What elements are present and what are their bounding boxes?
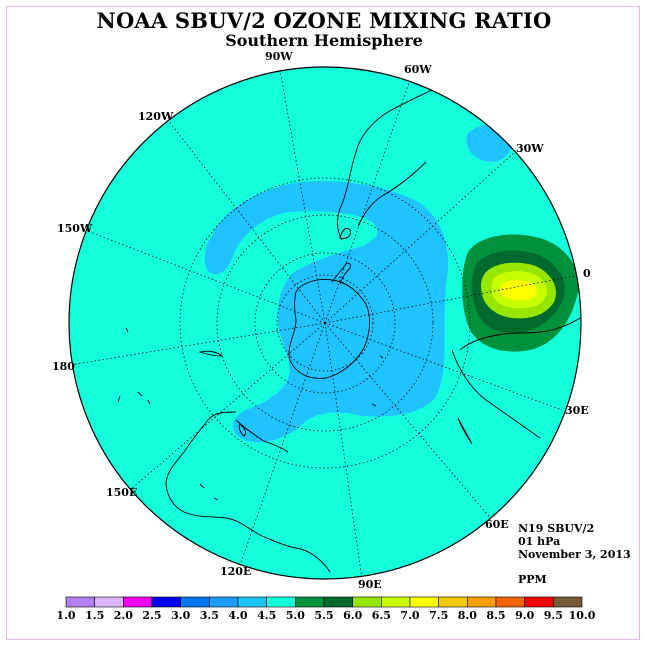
meridian-60w (324, 79, 411, 324)
lon-label-60e: 60E (485, 518, 509, 531)
coast-australia (165, 411, 331, 573)
lon-label-180: 180 (52, 360, 75, 373)
meridian-30w (324, 151, 516, 324)
meridian-lines (69, 69, 581, 579)
colorbar-tick-label: 7.5 (429, 609, 448, 622)
colorbar-tick-label: 3.0 (171, 609, 190, 622)
ozone-contour-4-4.5 (204, 180, 449, 443)
coast-antarctica (288, 279, 371, 379)
info-instrument: N19 SBUV/2 (518, 522, 595, 535)
longitude-labels: 90W 60W 30W 0 30E 60E 90E 120E 150E 180 … (52, 50, 591, 591)
colorbar-swatch (266, 596, 296, 608)
colorbar-swatch (209, 596, 239, 608)
colorbar-swatch (180, 596, 210, 608)
coast-africa (459, 317, 581, 351)
info-level: 01 hPa (518, 535, 561, 548)
lon-label-120e: 120E (220, 565, 251, 578)
ozone-contour-7-7.5 (500, 279, 537, 301)
lon-label-150e: 150E (106, 486, 137, 499)
meridian-90w (279, 69, 326, 324)
coast-southeast-africa (451, 349, 541, 439)
colorbar-tick-label: 4.0 (228, 609, 247, 622)
meridian-120e (239, 322, 326, 566)
latitude-60s (216, 214, 434, 432)
colorbar-tick-label: 5.0 (286, 609, 305, 622)
latitude-80s (276, 274, 374, 372)
colorbar-tick-label: 4.5 (257, 609, 276, 622)
colorbar-swatch (553, 596, 583, 608)
coast-madagascar (457, 417, 473, 445)
meridian-150w (84, 229, 326, 324)
colorbar-tick-label: 9.0 (515, 609, 534, 622)
colorbar-swatch (409, 596, 439, 608)
colorbar-tick-label: 2.0 (114, 609, 133, 622)
lon-label-120w: 120W (138, 110, 174, 123)
map-title: NOAA SBUV/2 OZONE MIXING RATIO (96, 8, 552, 33)
coast-tierra-del-fuego (339, 227, 351, 239)
colorbar-swatch (438, 596, 468, 608)
colorbar-tick-label: 7.0 (400, 609, 419, 622)
colorbar-swatch (495, 596, 525, 608)
meridian-90e (324, 322, 363, 579)
colorbar-tick-label: 1.5 (85, 609, 104, 622)
colorbar-tick-label: 1.0 (56, 609, 75, 622)
colorbar-tick-label: 3.5 (200, 609, 219, 622)
meridian-0 (324, 274, 581, 324)
colorbar-tick-label: 6.5 (372, 609, 391, 622)
colorbar-tick-label: 6.0 (343, 609, 362, 622)
lon-label-30w: 30W (516, 142, 544, 155)
lon-label-60w: 60W (404, 63, 432, 76)
map-boundary (68, 66, 582, 580)
colorbar-tick-label: 10.0 (569, 609, 596, 622)
image-frame (6, 6, 640, 640)
colorbar-tick-label: 2.5 (142, 609, 161, 622)
coast-antarctic-peninsula (331, 262, 351, 285)
coast-islands-west (117, 327, 151, 405)
lon-label-90w: 90W (265, 50, 293, 63)
colorbar-swatch (151, 596, 181, 608)
colorbar-swatch (524, 596, 554, 608)
map-subtitle: Southern Hemisphere (225, 31, 423, 50)
coast-south-america-east (357, 161, 427, 227)
colorbar-swatch (94, 596, 124, 608)
colorbar-tick-label: 9.5 (544, 609, 563, 622)
colorbar-swatch (65, 596, 95, 608)
colorbar-swatch (352, 596, 382, 608)
info-date: November 3, 2013 (518, 548, 631, 561)
coast-australia-south (235, 419, 289, 453)
meridian-60e (324, 322, 493, 521)
meridian-180 (69, 322, 326, 366)
colorbar-tick-label: 8.5 (486, 609, 505, 622)
colorbar: 1.0 1.5 2.0 2.5 3.0 3.5 4.0 4.5 5.0 5.5 6.0 6.5 7.0 7… (56, 596, 596, 622)
meridian-120w (167, 119, 326, 324)
colorbar-swatch (237, 596, 267, 608)
colorbar-swatch (381, 596, 411, 608)
latitude-70s (254, 252, 396, 394)
lon-label-90e: 90E (358, 578, 382, 591)
colorbar-swatch (467, 596, 497, 608)
colorbar-swatch (123, 596, 153, 608)
lon-label-0: 0 (583, 267, 591, 280)
lon-label-30e: 30E (565, 404, 589, 417)
latitude-50s (179, 177, 471, 469)
coast-tasmania (238, 423, 247, 437)
colorbar-tick-label: 8.0 (458, 609, 477, 622)
latitude-lines (179, 177, 471, 469)
colorbar-swatch (295, 596, 325, 608)
meridian-150e (129, 322, 326, 491)
colorbar-swatch (323, 596, 353, 608)
info-units: PPM (518, 573, 547, 586)
colorbar-tick-label: 5.5 (314, 609, 333, 622)
lon-label-150w: 150W (57, 222, 93, 235)
